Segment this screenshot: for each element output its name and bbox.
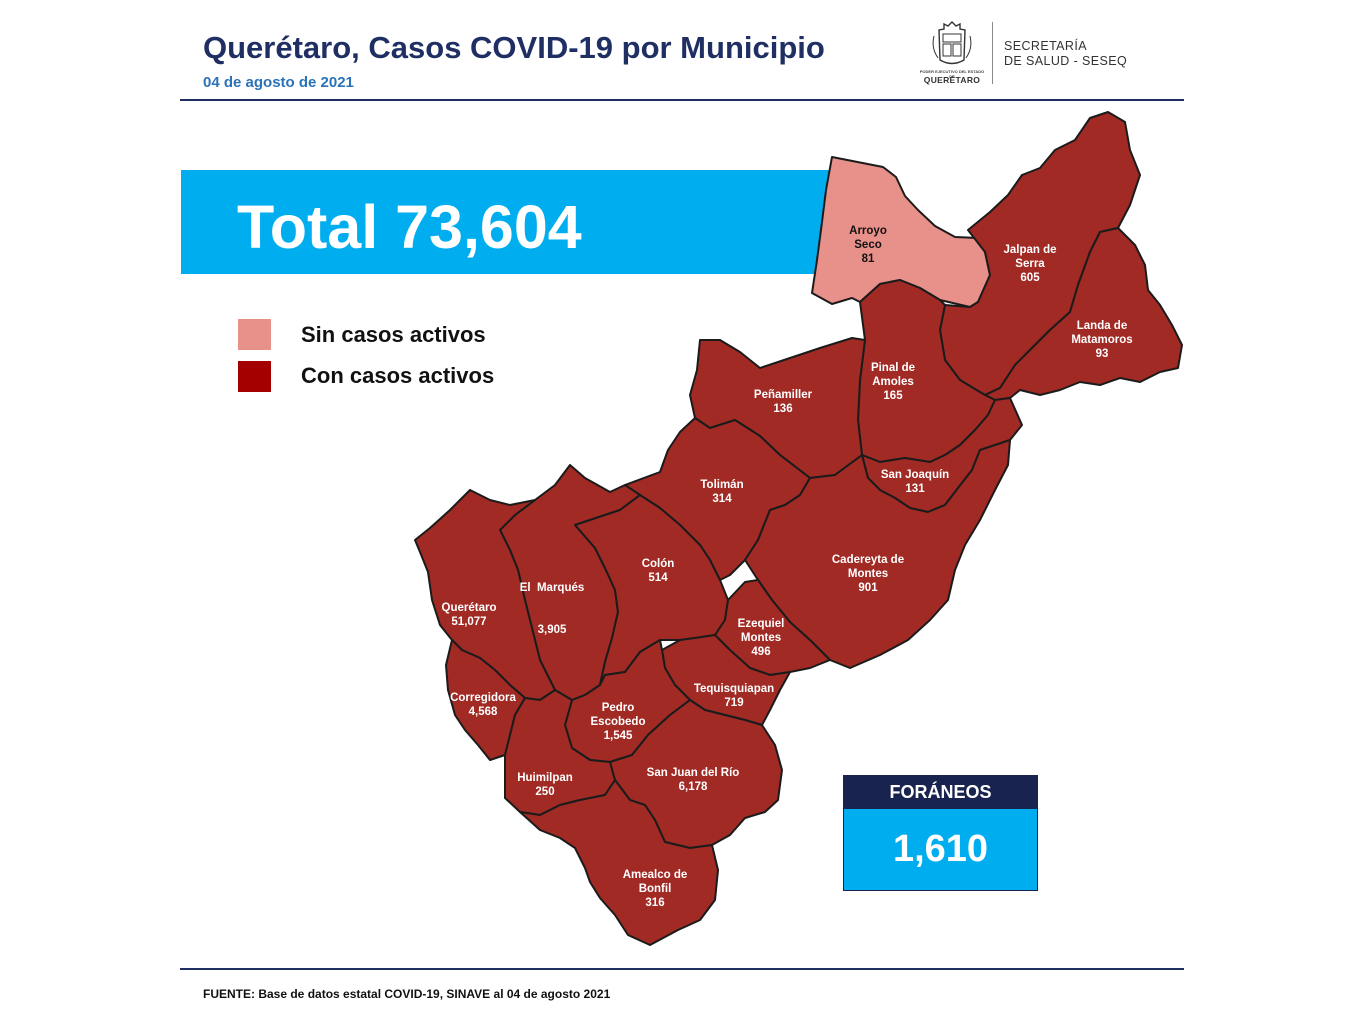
- state-coat-of-arms-icon: [932, 21, 972, 65]
- label-pinal: Pinal de Amoles 165: [828, 361, 958, 403]
- state-logo: PODER EJECUTIVO DEL ESTADO DE QUERÉTARO: [918, 20, 986, 86]
- label-san-joaquin-cases: 131: [905, 483, 925, 495]
- label-tequisquiapan-name: Tequisquiapan: [693, 683, 775, 695]
- label-jalpan: Jalpan de Serra 605: [965, 243, 1095, 285]
- foraneos-header: FORÁNEOS: [843, 775, 1038, 809]
- legend-swatch-no-active: [238, 319, 271, 350]
- label-queretaro-name: Querétaro: [441, 602, 497, 614]
- footer-divider: [180, 968, 1184, 970]
- label-ezequiel-name-2: Montes: [740, 632, 782, 644]
- label-el-marques-name: El Marqués: [519, 582, 585, 594]
- legend-label-active: Con casos activos: [301, 363, 495, 388]
- label-queretaro-cases: 51,077: [451, 616, 487, 628]
- municipality-shape-landa: [984, 227, 1183, 401]
- label-cadereyta: Cadereyta de Montes 901: [803, 553, 933, 595]
- label-landa-name-1: Landa de: [1076, 320, 1128, 332]
- municipality-shape-toliman: [624, 417, 811, 581]
- label-cadereyta-name-2: Montes: [847, 568, 889, 580]
- label-penamiller-cases: 136: [773, 403, 793, 415]
- foraneos-value: 1,610: [843, 809, 1038, 891]
- label-amealco: Amealco de Bonfil 316: [590, 868, 720, 910]
- source-note: FUENTE: Base de datos estatal COVID-19, …: [203, 987, 611, 1001]
- label-colon: Colón 514: [593, 557, 723, 585]
- label-cadereyta-cases: 901: [858, 582, 878, 594]
- agency-line-1: SECRETARÍA: [1004, 39, 1087, 53]
- label-el-marques: El Marqués 3,905: [487, 553, 617, 651]
- header-divider: [180, 99, 1184, 101]
- municipality-shape-amealco: [519, 779, 719, 946]
- label-landa-name-2: Matamoros: [1071, 334, 1133, 346]
- label-huimilpan-cases: 250: [535, 786, 555, 798]
- label-pinal-name-2: Amoles: [872, 376, 914, 388]
- label-pinal-cases: 165: [883, 390, 903, 402]
- label-arroyo-seco-name-1: Arroyo: [849, 225, 887, 237]
- label-toliman-name: Tolimán: [700, 479, 744, 491]
- label-san-joaquin: San Joaquín 131: [850, 468, 980, 496]
- label-ezequiel-name-1: Ezequiel: [737, 618, 785, 630]
- label-penamiller: Peñamiller 136: [718, 388, 848, 416]
- label-tequisquiapan-cases: 719: [724, 697, 744, 709]
- logo-caption: PODER EJECUTIVO DEL ESTADO DE: [919, 69, 985, 79]
- label-corregidora: Corregidora 4,568: [418, 691, 548, 719]
- label-arroyo-seco: Arroyo Seco 81: [803, 224, 933, 266]
- label-cadereyta-name-1: Cadereyta de: [831, 554, 905, 566]
- label-el-marques-cases: 3,905: [537, 624, 567, 636]
- label-amealco-cases: 316: [645, 897, 665, 909]
- label-penamiller-name: Peñamiller: [753, 389, 813, 401]
- total-cases: Total 73,604: [237, 193, 582, 261]
- label-pinal-name-1: Pinal de: [870, 362, 916, 374]
- report-date: 04 de agosto de 2021: [203, 74, 354, 91]
- agency-line-2: DE SALUD - SESEQ: [1004, 54, 1128, 68]
- label-pedro-escobedo-cases: 1,545: [603, 730, 633, 742]
- label-san-joaquin-name: San Joaquín: [880, 469, 950, 481]
- label-colon-name: Colón: [641, 558, 675, 570]
- municipality-shape-arroyo-seco: [811, 156, 991, 308]
- label-arroyo-seco-name-2: Seco: [854, 239, 882, 251]
- label-tequisquiapan: Tequisquiapan 719: [669, 682, 799, 710]
- label-toliman-cases: 314: [712, 493, 732, 505]
- label-jalpan-cases: 605: [1020, 272, 1040, 284]
- label-pedro-escobedo-name-2: Escobedo: [590, 716, 646, 728]
- label-toliman: Tolimán 314: [657, 478, 787, 506]
- label-huimilpan: Huimilpan 250: [480, 771, 610, 799]
- label-huimilpan-name: Huimilpan: [517, 772, 573, 784]
- label-pedro-escobedo-name-1: Pedro: [601, 702, 635, 714]
- label-landa: Landa de Matamoros 93: [1037, 319, 1167, 361]
- legend-label-no-active: Sin casos activos: [301, 322, 486, 347]
- label-arroyo-seco-cases: 81: [861, 253, 875, 265]
- logo-name: QUERÉTARO: [923, 75, 981, 85]
- label-san-juan-name: San Juan del Río: [646, 767, 740, 779]
- page-title: Querétaro, Casos COVID-19 por Municipio: [203, 30, 825, 65]
- label-landa-cases: 93: [1095, 348, 1109, 360]
- label-pedro-escobedo: Pedro Escobedo 1,545: [553, 701, 683, 743]
- label-colon-cases: 514: [648, 572, 668, 584]
- label-jalpan-name-2: Serra: [1015, 258, 1045, 270]
- label-amealco-name-2: Bonfil: [638, 883, 672, 895]
- label-san-juan: San Juan del Río 6,178: [628, 766, 758, 794]
- total-banner: Total 73,604: [181, 170, 861, 274]
- label-queretaro: Querétaro 51,077: [404, 601, 534, 629]
- municipality-shape-cadereyta: [744, 439, 1011, 669]
- label-jalpan-name-1: Jalpan de: [1003, 244, 1057, 256]
- label-san-juan-cases: 6,178: [678, 781, 708, 793]
- label-amealco-name-1: Amealco de: [622, 869, 688, 881]
- legend-swatch-active: [238, 361, 271, 392]
- label-corregidora-name: Corregidora: [450, 692, 516, 704]
- agency-name: SECRETARÍA DE SALUD - SESEQ: [1004, 39, 1127, 69]
- label-ezequiel-cases: 496: [751, 646, 771, 658]
- logo-separator: [992, 22, 993, 84]
- label-corregidora-cases: 4,568: [468, 706, 498, 718]
- label-ezequiel: Ezequiel Montes 496: [696, 617, 826, 659]
